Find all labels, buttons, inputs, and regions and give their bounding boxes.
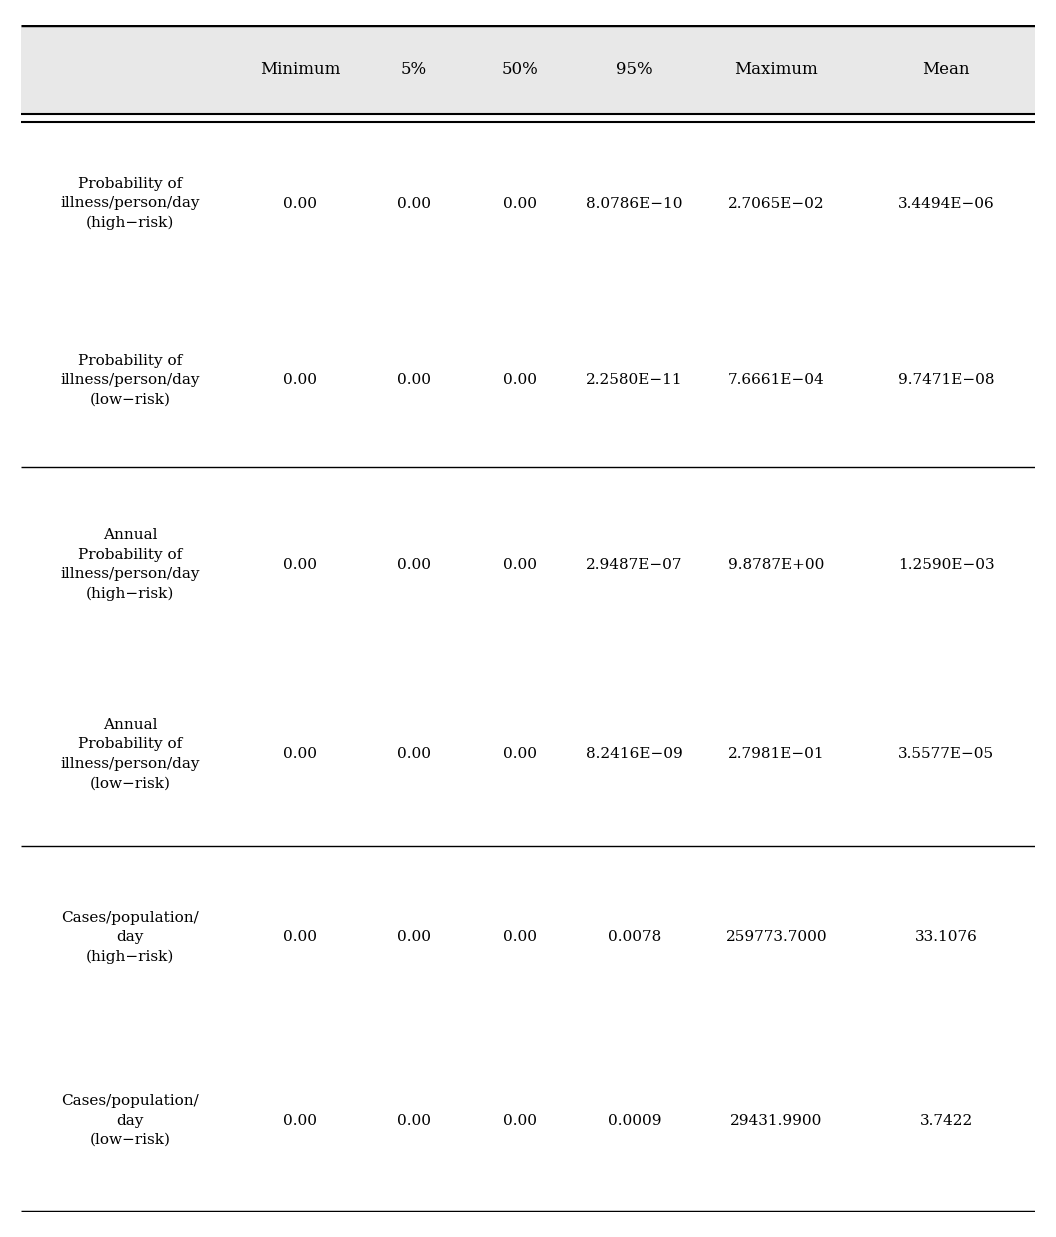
Text: 259773.7000: 259773.7000 — [725, 930, 827, 944]
Text: Cases/population/
day
(high−risk): Cases/population/ day (high−risk) — [61, 910, 199, 964]
Text: 9.8787E+00: 9.8787E+00 — [729, 558, 825, 571]
Text: Annual
Probability of
illness/person/day
(low−risk): Annual Probability of illness/person/day… — [60, 717, 200, 790]
Text: 9.7471E−08: 9.7471E−08 — [898, 374, 995, 387]
Text: 0.00: 0.00 — [397, 374, 431, 387]
Bar — [21, 25, 1035, 114]
Text: Probability of
illness/person/day
(low−risk): Probability of illness/person/day (low−r… — [60, 354, 200, 407]
Text: Maximum: Maximum — [735, 61, 818, 78]
Text: 50%: 50% — [502, 61, 539, 78]
Text: 0.00: 0.00 — [504, 558, 538, 571]
Text: Annual
Probability of
illness/person/day
(high−risk): Annual Probability of illness/person/day… — [60, 528, 200, 601]
Text: 0.00: 0.00 — [397, 747, 431, 761]
Text: 33.1076: 33.1076 — [914, 930, 978, 944]
Text: 0.00: 0.00 — [504, 197, 538, 210]
Text: 0.0009: 0.0009 — [607, 1113, 661, 1128]
Text: 5%: 5% — [401, 61, 427, 78]
Text: 2.9487E−07: 2.9487E−07 — [586, 558, 682, 571]
Text: Cases/population/
day
(low−risk): Cases/population/ day (low−risk) — [61, 1094, 199, 1147]
Text: 0.00: 0.00 — [283, 558, 317, 571]
Text: 0.00: 0.00 — [397, 930, 431, 944]
Text: 0.00: 0.00 — [283, 930, 317, 944]
Text: 0.00: 0.00 — [397, 197, 431, 210]
Text: 0.00: 0.00 — [283, 1113, 317, 1128]
Text: 0.00: 0.00 — [283, 374, 317, 387]
Text: 8.2416E−09: 8.2416E−09 — [586, 747, 683, 761]
Text: Minimum: Minimum — [260, 61, 340, 78]
Text: 0.00: 0.00 — [397, 1113, 431, 1128]
Text: 95%: 95% — [616, 61, 653, 78]
Text: Probability of
illness/person/day
(high−risk): Probability of illness/person/day (high−… — [60, 177, 200, 230]
Text: 3.7422: 3.7422 — [920, 1113, 973, 1128]
Text: 7.6661E−04: 7.6661E−04 — [728, 374, 825, 387]
Text: 0.00: 0.00 — [283, 747, 317, 761]
Text: 2.7065E−02: 2.7065E−02 — [728, 197, 825, 210]
Text: 2.7981E−01: 2.7981E−01 — [728, 747, 825, 761]
Text: 0.0078: 0.0078 — [608, 930, 661, 944]
Text: 8.0786E−10: 8.0786E−10 — [586, 197, 682, 210]
Text: Mean: Mean — [923, 61, 969, 78]
Text: 0.00: 0.00 — [283, 197, 317, 210]
Text: 29431.9900: 29431.9900 — [730, 1113, 823, 1128]
Text: 3.4494E−06: 3.4494E−06 — [898, 197, 995, 210]
Text: 0.00: 0.00 — [504, 747, 538, 761]
Text: 2.2580E−11: 2.2580E−11 — [586, 374, 683, 387]
Text: 1.2590E−03: 1.2590E−03 — [898, 558, 995, 571]
Text: 0.00: 0.00 — [504, 930, 538, 944]
Text: 0.00: 0.00 — [504, 374, 538, 387]
Text: 0.00: 0.00 — [397, 558, 431, 571]
Text: 0.00: 0.00 — [504, 1113, 538, 1128]
Text: 3.5577E−05: 3.5577E−05 — [898, 747, 995, 761]
